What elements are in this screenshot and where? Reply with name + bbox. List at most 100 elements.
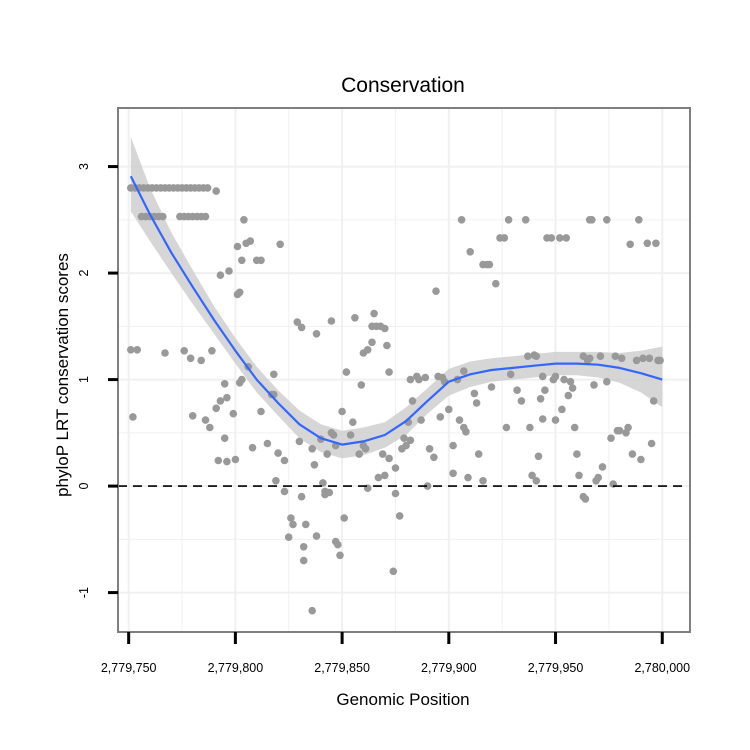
data-point — [635, 216, 643, 224]
data-point — [603, 216, 611, 224]
y-tick-label: 1 — [77, 376, 91, 383]
data-point — [180, 347, 188, 355]
data-point — [214, 456, 223, 465]
confidence-band — [130, 136, 663, 459]
data-point — [513, 386, 521, 395]
panel-border — [117, 107, 691, 633]
data-point — [504, 216, 513, 224]
data-point — [575, 471, 583, 480]
data-point — [506, 370, 515, 379]
data-point — [235, 288, 244, 297]
data-point — [607, 434, 615, 443]
data-point — [374, 473, 383, 482]
data-point — [361, 445, 370, 453]
data-point — [632, 356, 641, 365]
data-point — [532, 352, 541, 361]
data-point — [645, 354, 654, 363]
data-point — [449, 441, 457, 450]
data-point — [223, 457, 231, 466]
data-point — [231, 455, 240, 464]
data-point — [363, 346, 372, 354]
data-point — [274, 449, 282, 457]
data-point — [415, 375, 423, 384]
data-point — [457, 216, 466, 224]
data-point — [197, 356, 205, 365]
data-point — [617, 354, 626, 363]
data-point — [312, 532, 321, 540]
data-point — [201, 416, 210, 424]
data-point — [628, 450, 637, 458]
data-point — [551, 416, 560, 424]
data-point — [652, 239, 660, 248]
data-point — [220, 380, 229, 388]
data-point — [551, 372, 560, 381]
data-point — [573, 450, 581, 458]
confidence-band-group — [130, 136, 663, 459]
data-point — [297, 492, 306, 501]
data-point — [611, 352, 620, 361]
data-point — [302, 520, 310, 529]
data-point — [355, 450, 364, 458]
data-point — [351, 314, 359, 322]
data-point — [521, 216, 530, 224]
data-point — [492, 279, 500, 288]
data-point — [276, 240, 285, 249]
data-point — [485, 260, 494, 269]
data-point — [528, 471, 536, 480]
data-point — [129, 413, 137, 421]
data-point — [225, 267, 233, 275]
data-point — [357, 381, 366, 389]
data-point — [534, 452, 543, 461]
data-point — [400, 434, 408, 443]
y-tick-label: -1 — [77, 587, 91, 598]
data-point — [310, 461, 319, 469]
data-point — [560, 375, 568, 384]
chart-title: Conservation — [341, 74, 465, 97]
data-point — [391, 464, 400, 472]
data-point — [594, 473, 602, 482]
data-point — [240, 216, 248, 224]
data-point — [558, 405, 566, 414]
data-point — [287, 514, 295, 522]
data-point — [127, 346, 135, 354]
data-point — [308, 445, 317, 453]
data-point — [385, 454, 393, 463]
data-point — [402, 441, 410, 450]
data-point — [299, 556, 308, 565]
data-point — [436, 413, 445, 421]
data-point — [349, 418, 357, 427]
data-point — [238, 256, 246, 265]
data-point — [570, 423, 579, 432]
data-point — [319, 479, 327, 487]
data-point — [312, 330, 321, 338]
data-point — [541, 386, 549, 395]
data-point — [216, 271, 225, 280]
data-point — [598, 463, 607, 471]
y-tick-label: 0 — [77, 483, 91, 490]
data-point — [585, 354, 594, 363]
data-point — [603, 377, 611, 386]
data-point — [212, 187, 220, 195]
data-point — [327, 317, 336, 325]
data-point — [626, 240, 634, 249]
data-point — [238, 375, 246, 384]
data-point — [391, 489, 400, 498]
data-point — [336, 551, 344, 560]
data-point — [346, 431, 355, 439]
data-point — [423, 482, 432, 490]
data-point — [556, 234, 564, 242]
y-tick-label: 3 — [77, 163, 91, 170]
data-point — [460, 367, 468, 375]
data-point — [406, 436, 415, 445]
x-tick-label: 2,780,000 — [634, 661, 690, 675]
data-point — [389, 567, 398, 576]
data-point — [466, 248, 475, 256]
data-point — [257, 256, 265, 265]
data-point — [455, 416, 464, 424]
data-point — [383, 341, 391, 350]
data-point — [472, 399, 481, 407]
data-point — [280, 456, 289, 465]
data-point — [272, 477, 280, 485]
data-point — [408, 397, 417, 405]
data-point — [133, 346, 141, 354]
